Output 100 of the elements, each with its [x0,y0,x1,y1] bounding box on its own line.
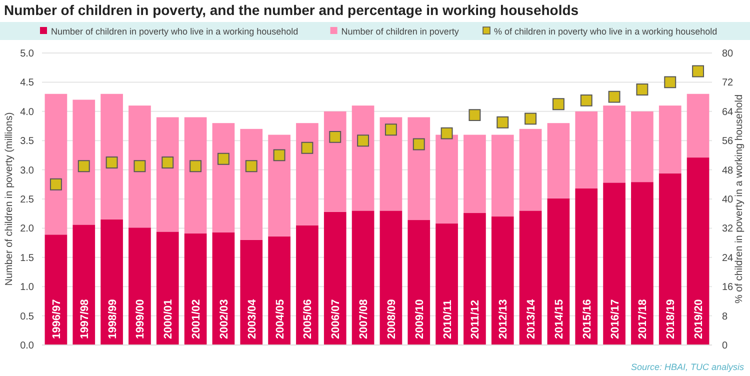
y2-tick-label: 40 [722,194,734,206]
bar [268,134,290,236]
bar [380,117,402,211]
bar [464,134,486,214]
point [524,112,537,125]
x-tick-label: 2004/05 [274,299,286,339]
y-tick-label: 5.0 [20,48,34,60]
bar [464,213,486,345]
bar [519,210,542,345]
x-tick-label: 2006/07 [330,299,342,339]
bar [547,198,570,345]
x-tick-label: 2012/13 [498,299,510,339]
x-tick-label: 2013/14 [526,298,538,339]
x-tick-label: 1998/99 [106,299,119,339]
x-tick-label: 2009/10 [414,299,426,339]
bar [44,234,68,345]
bar [100,94,123,220]
x-tick-label: 2015/16 [581,299,594,339]
y2-tick-label: 48 [722,165,734,176]
bar [212,232,235,345]
y2-tick-label: 16 [722,282,734,294]
bar [240,128,263,240]
bar [44,94,68,235]
bar [575,188,598,345]
x-tick-label: 2017/18 [637,299,650,339]
x-tick-label: 1996/97 [50,299,63,339]
bar [156,232,179,345]
bar [268,236,290,345]
point [273,149,286,162]
y2-tick-label: 64 [722,106,734,118]
point [245,160,258,172]
point [301,142,314,154]
point [552,98,564,110]
legend-label: % of children in poverty who live in a working household [494,26,718,36]
bar [72,224,96,345]
chart-title: Number of children in poverty, and the number and percentage in working households [4,2,579,18]
y2-tick-label: 32 [722,224,734,235]
x-tick-label: 2005/06 [302,299,314,339]
point [440,127,453,140]
y2-tick-label: 0 [722,340,728,352]
bar [603,182,626,345]
bar [100,219,123,345]
bar [128,106,151,228]
point [692,65,704,78]
y2-tick-label: 24 [722,252,734,264]
bar [212,123,235,232]
bar [658,106,682,174]
x-tick-label: 2001/02 [190,299,203,339]
source-note: Source: HBAI, TUC analysis [630,362,744,372]
y2-tick-label: 56 [722,136,734,148]
y2-tick-label: 8 [722,311,728,322]
x-tick-label: 2018/19 [665,299,678,339]
y-tick-label: 4.5 [20,78,34,89]
bar [380,210,402,345]
x-tick-label: 2008/09 [386,299,398,339]
y2-tick-label: 80 [722,48,734,60]
bar [296,123,318,226]
y2-axis-title: % of children in poverty in a working household [734,94,745,304]
point [217,152,230,165]
bar [686,94,710,158]
point [608,90,620,103]
x-tick-label: 2011/12 [470,300,482,339]
legend-label: Number of children in poverty [341,26,460,36]
y-tick-label: 0.5 [20,311,34,322]
bar [128,228,151,345]
point [190,160,202,172]
point [78,160,90,172]
y-tick-label: 4.0 [20,106,34,118]
bar [296,225,318,345]
point [496,116,509,128]
bar [408,220,430,345]
bar [658,173,682,345]
y-tick-label: 3.5 [20,136,34,148]
bar [491,134,514,217]
bar [324,212,346,345]
bar [547,123,570,198]
x-tick-label: 2010/11 [442,300,454,339]
bar [603,106,626,183]
bar [436,134,458,224]
y-axis-title: Number of children in poverty (millions) [4,112,15,286]
bar [72,100,96,225]
point [384,124,397,136]
y-tick-label: 3.0 [20,165,34,176]
point [580,94,592,106]
point [106,156,118,168]
y-tick-label: 1.5 [20,252,34,264]
y2-tick-label: 72 [722,78,734,89]
point [162,156,174,168]
point [468,109,481,122]
bar [184,233,207,345]
point [636,84,648,96]
y-tick-label: 2.5 [20,194,34,206]
y-tick-label: 2.0 [20,224,34,235]
bar [352,210,374,345]
bar [436,224,458,345]
x-tick-label: 2016/17 [609,299,622,339]
bar [184,117,207,234]
y-tick-label: 1.0 [20,282,34,294]
bar [491,216,514,345]
point [664,76,676,88]
